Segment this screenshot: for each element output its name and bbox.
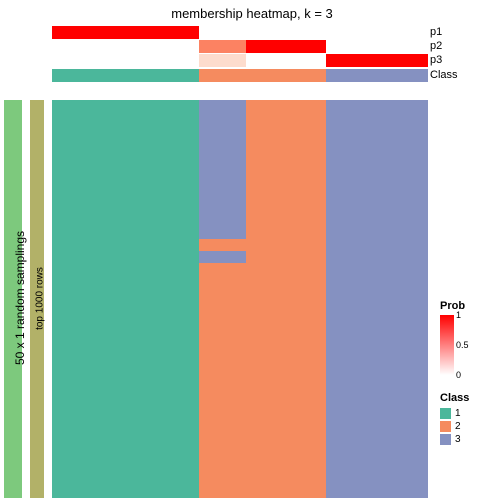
legend-class-label: 2 (455, 421, 461, 432)
annot-cell (199, 54, 247, 67)
legend-prob-title: Prob (440, 300, 465, 312)
legend-class-title: Class (440, 392, 469, 404)
class-cell (52, 69, 199, 82)
legend-class-label: 1 (455, 408, 461, 419)
left-rows-label: top 1000 rows (35, 234, 46, 364)
annot-row-label: p3 (430, 54, 442, 66)
heatmap-cell (326, 100, 428, 498)
legend-prob: Prob 10.50 (440, 300, 465, 377)
annot-cell (246, 40, 326, 53)
annot-cell (52, 54, 199, 67)
heatmap-cell (199, 263, 247, 498)
annot-cell (199, 40, 247, 53)
heatmap-body (52, 100, 428, 498)
left-sampling-label: 50 x 1 random samplings (13, 208, 27, 388)
legend-swatch (440, 408, 451, 419)
annot-cell (52, 40, 199, 53)
class-row-label: Class (430, 69, 458, 81)
annot-row-label: p2 (430, 40, 442, 52)
heatmap-cell (199, 239, 247, 251)
annot-cell (326, 54, 428, 67)
legend-class-item: 1 (440, 407, 469, 420)
legend-prob-tick: 0 (456, 371, 461, 380)
heatmap-cell (246, 100, 326, 498)
legend-swatch (440, 434, 451, 445)
class-cell (326, 69, 428, 82)
annot-cell (199, 26, 428, 39)
heatmap-cell (199, 100, 247, 239)
legend-class-label: 3 (455, 434, 461, 445)
legend-class-item: 3 (440, 433, 469, 446)
legend-prob-bar: 10.50 (440, 315, 454, 375)
heatmap-cell (52, 100, 199, 498)
legend-swatch (440, 421, 451, 432)
annot-cell (246, 54, 326, 67)
class-cell (199, 69, 327, 82)
legend-class-item: 2 (440, 420, 469, 433)
chart-title: membership heatmap, k = 3 (0, 6, 504, 21)
legend-class: Class 1 2 3 (440, 392, 469, 446)
legend-prob-tick: 1 (456, 311, 461, 320)
legend-prob-tick: 0.5 (456, 341, 469, 350)
annot-cell (326, 40, 428, 53)
annot-cell (52, 26, 199, 39)
annot-row-label: p1 (430, 26, 442, 38)
heatmap-cell (199, 251, 247, 263)
